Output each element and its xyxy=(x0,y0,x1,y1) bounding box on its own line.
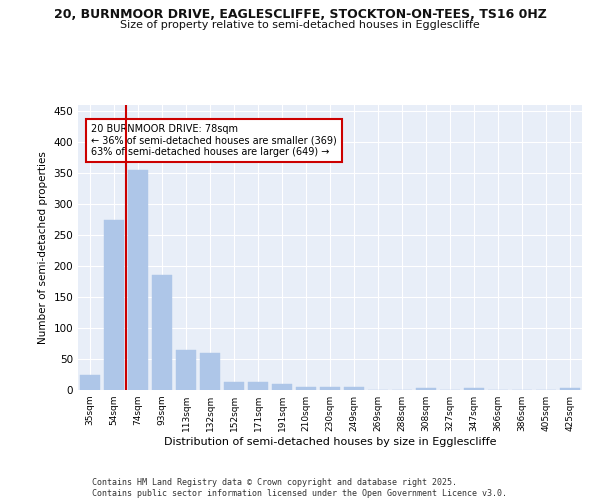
Bar xyxy=(320,387,340,390)
Bar xyxy=(560,388,580,390)
Bar xyxy=(152,276,172,390)
Bar xyxy=(248,382,268,390)
Bar xyxy=(224,382,244,390)
Bar xyxy=(176,350,196,390)
Bar xyxy=(80,374,100,390)
Y-axis label: Number of semi-detached properties: Number of semi-detached properties xyxy=(38,151,48,344)
Text: 20 BURNMOOR DRIVE: 78sqm
← 36% of semi-detached houses are smaller (369)
63% of : 20 BURNMOOR DRIVE: 78sqm ← 36% of semi-d… xyxy=(91,124,337,157)
Bar xyxy=(464,388,484,390)
Bar xyxy=(272,384,292,390)
Bar xyxy=(296,387,316,390)
Bar xyxy=(416,388,436,390)
Text: 20, BURNMOOR DRIVE, EAGLESCLIFFE, STOCKTON-ON-TEES, TS16 0HZ: 20, BURNMOOR DRIVE, EAGLESCLIFFE, STOCKT… xyxy=(53,8,547,20)
Bar xyxy=(200,353,220,390)
Bar xyxy=(128,170,148,390)
Bar xyxy=(344,387,364,390)
X-axis label: Distribution of semi-detached houses by size in Egglescliffe: Distribution of semi-detached houses by … xyxy=(164,437,496,447)
Bar xyxy=(104,220,124,390)
Text: Contains HM Land Registry data © Crown copyright and database right 2025.
Contai: Contains HM Land Registry data © Crown c… xyxy=(92,478,508,498)
Text: Size of property relative to semi-detached houses in Egglescliffe: Size of property relative to semi-detach… xyxy=(120,20,480,30)
